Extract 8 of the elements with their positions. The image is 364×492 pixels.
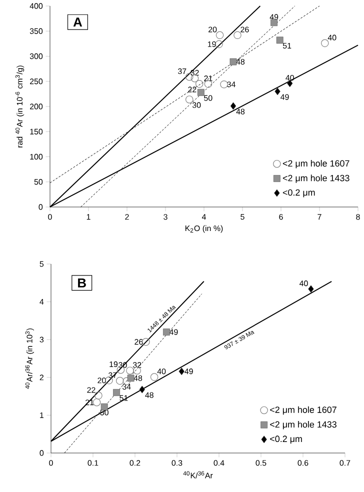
legend-label: <2 μm hole 1433 <box>282 174 350 183</box>
legend-label: <2 μm hole 1433 <box>270 421 336 430</box>
annotation: B <box>78 278 86 288</box>
legend-label: <2 μm hole 1607 <box>270 406 336 415</box>
legend-label: <0.2 μm <box>282 189 315 198</box>
legend-label: <2 μm hole 1607 <box>282 160 350 168</box>
annotation: A <box>73 18 82 27</box>
legend-label: <0.2 μm <box>270 436 302 444</box>
